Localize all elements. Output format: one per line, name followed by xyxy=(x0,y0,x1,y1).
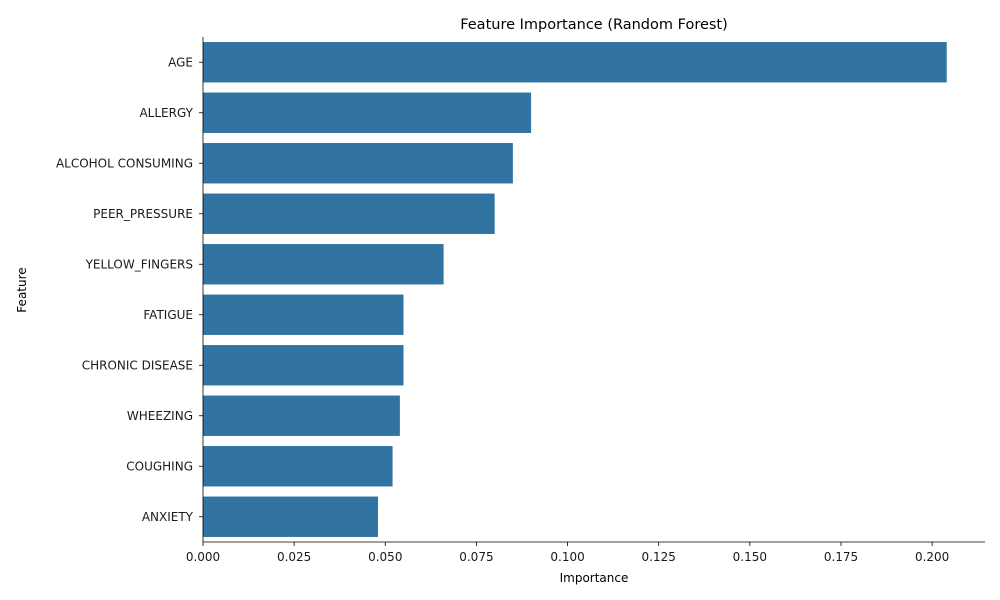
bar-fatigue xyxy=(203,294,404,335)
y-axis-label: Feature xyxy=(15,267,29,312)
bar-allergy xyxy=(203,92,532,133)
y-tick-label-age: AGE xyxy=(168,55,193,69)
y-tick-label-anxiety: ANXIETY xyxy=(142,510,194,524)
y-tick-label-peer-pressure: PEER_PRESSURE xyxy=(93,207,193,221)
x-tick-label: 0.050 xyxy=(368,550,402,564)
y-tick-label-coughing: COUGHING xyxy=(126,459,193,473)
y-tick-label-chronic-disease: CHRONIC DISEASE xyxy=(82,358,193,372)
x-axis-label: Importance xyxy=(560,571,629,585)
x-tick-label: 0.200 xyxy=(915,550,949,564)
bars-layer xyxy=(203,42,947,537)
x-tick-label: 0.025 xyxy=(277,550,311,564)
bar-wheezing xyxy=(203,395,400,436)
bar-peer-pressure xyxy=(203,193,495,234)
x-tick-label: 0.000 xyxy=(186,550,220,564)
bar-age xyxy=(203,42,947,83)
bar-coughing xyxy=(203,446,393,487)
y-tick-label-alcohol-consuming: ALCOHOL CONSUMING xyxy=(56,156,193,170)
bar-anxiety xyxy=(203,496,378,537)
x-axis-ticks: 0.000 0.025 0.050 0.075 0.100 0.125 0.150 0.175… xyxy=(186,542,949,564)
x-tick-label: 0.075 xyxy=(459,550,493,564)
chart-title: Feature Importance (Random Forest) xyxy=(460,17,728,33)
y-tick-label-fatigue: FATIGUE xyxy=(143,308,193,322)
bar-yellow-fingers xyxy=(203,244,444,285)
y-axis-ticks: AGE ALLERGY ALCOHOL CONSUMING PEER_PRESSURE… xyxy=(56,55,203,524)
bar-chronic-disease xyxy=(203,345,404,386)
y-tick-label-yellow-fingers: YELLOW_FINGERS xyxy=(85,257,193,271)
x-tick-label: 0.100 xyxy=(550,550,584,564)
x-tick-label: 0.125 xyxy=(642,550,676,564)
x-tick-label: 0.175 xyxy=(824,550,858,564)
x-tick-label: 0.150 xyxy=(733,550,767,564)
y-tick-label-wheezing: WHEEZING xyxy=(127,409,193,423)
bar-alcohol-consuming xyxy=(203,143,513,184)
y-tick-label-allergy: ALLERGY xyxy=(139,106,193,120)
